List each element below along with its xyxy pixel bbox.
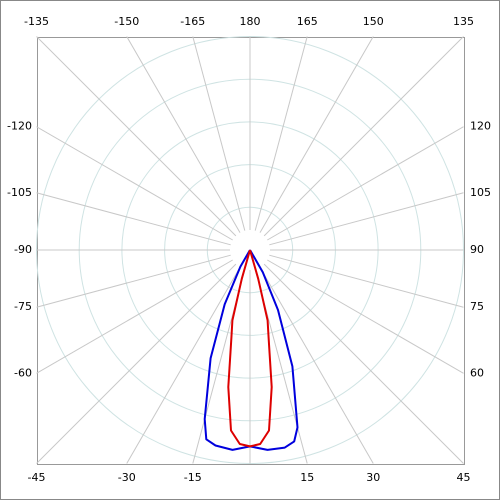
plot-area (37, 37, 465, 465)
theta-tick-label: 90 (470, 243, 484, 256)
grid-line (126, 36, 241, 233)
theta-tick-label: -45 (28, 471, 46, 484)
grid-line (263, 263, 464, 464)
theta-tick-label: -120 (7, 120, 32, 133)
theta-tick-label: 135 (453, 15, 474, 28)
theta-tick-label: 120 (470, 120, 491, 133)
theta-tick-label: 15 (300, 471, 314, 484)
theta-tick-label: -75 (14, 300, 32, 313)
grid-line (259, 267, 374, 464)
theta-tick-label: 180 (240, 15, 261, 28)
theta-tick-label: 105 (470, 186, 491, 199)
grid-line (36, 254, 231, 308)
theta-tick-label: 165 (297, 15, 318, 28)
grid-line (254, 36, 308, 231)
theta-tick-label: -135 (24, 15, 49, 28)
theta-tick-label: -30 (118, 471, 136, 484)
grid-line (36, 259, 233, 374)
theta-tick-label: -15 (184, 471, 202, 484)
grid-line (267, 259, 464, 374)
grid-line (36, 263, 237, 464)
grid-line (192, 36, 246, 231)
theta-tick-label: 75 (470, 300, 484, 313)
theta-tick-label: -60 (14, 366, 32, 379)
theta-tick-label: -165 (180, 15, 205, 28)
grid-line (267, 126, 464, 241)
theta-tick-label: 30 (366, 471, 380, 484)
grid-line (36, 36, 237, 237)
grid-line (126, 267, 241, 464)
grid-line (263, 36, 464, 237)
grid-line (269, 192, 464, 246)
grid-line (259, 36, 374, 233)
grid-line (36, 126, 233, 241)
theta-tick-label: 45 (457, 471, 471, 484)
grid-line (269, 254, 464, 308)
grid-line (36, 192, 231, 246)
series-line (227, 249, 273, 448)
theta-tick-label: 150 (363, 15, 384, 28)
theta-tick-label: -150 (114, 15, 139, 28)
theta-tick-label: 60 (470, 366, 484, 379)
theta-tick-label: -90 (14, 243, 32, 256)
theta-tick-label: -105 (7, 186, 32, 199)
